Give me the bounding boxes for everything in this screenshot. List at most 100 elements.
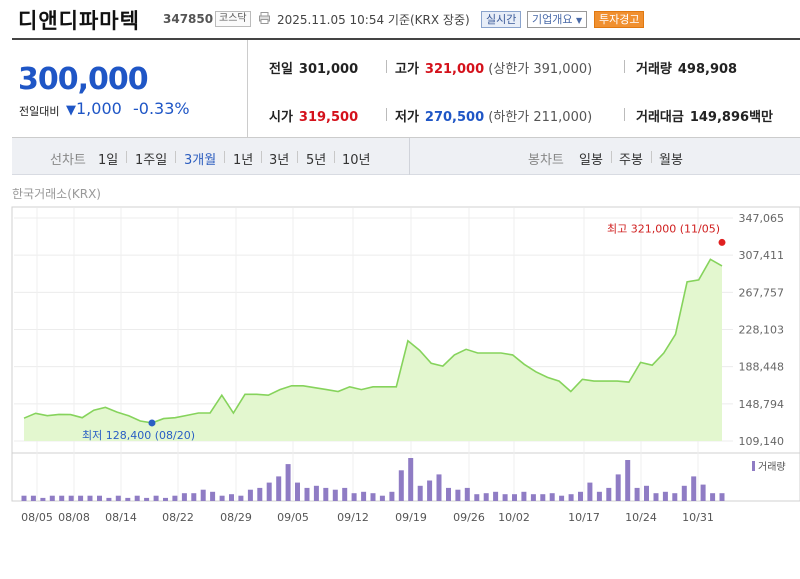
volume-bar: [417, 485, 423, 501]
volume-bar: [521, 491, 527, 501]
stat-prev-value: 301,000: [298, 62, 359, 77]
period-3m[interactable]: 3개월: [184, 153, 217, 168]
stat-volume-label: 거래량: [636, 62, 672, 77]
y-tick-label: 148,794: [739, 398, 785, 411]
stock-header: 디앤디파마텍 347850 코스닥 2025.11.05 10:54 기준(KR…: [0, 0, 800, 38]
period-3y[interactable]: 3년: [269, 153, 290, 168]
volume-bar: [181, 493, 187, 501]
stat-low: 저가 270,500 (하한가 211,000): [395, 106, 592, 125]
volume-bar: [427, 480, 433, 501]
exchange-label: 한국거래소(KRX): [12, 187, 101, 201]
stat-amount-unit: 백만: [749, 110, 773, 125]
volume-bar: [323, 487, 329, 501]
volume-bar: [219, 495, 225, 501]
volume-bar: [276, 476, 282, 501]
volume-bar: [351, 493, 357, 501]
realtime-button[interactable]: 실시간: [481, 11, 522, 28]
volume-bar: [464, 487, 470, 501]
volume-bar: [710, 493, 716, 501]
volume-bar: [587, 482, 593, 501]
divider: [261, 151, 262, 163]
x-tick-label: 09/26: [453, 511, 485, 524]
stat-high-value: 321,000: [424, 62, 485, 77]
volume-bar: [134, 495, 140, 501]
chevron-down-icon: ▼: [575, 16, 583, 25]
stat-volume: 거래량 498,908: [636, 58, 737, 77]
volume-bar: [163, 497, 168, 501]
volume-bar: [502, 494, 508, 501]
investment-warning-badge[interactable]: 투자경고: [594, 11, 645, 28]
volume-bar: [455, 489, 461, 501]
volume-bar: [436, 474, 442, 501]
stat-open: 시가 319,500: [269, 106, 358, 125]
period-5y[interactable]: 5년: [306, 153, 327, 168]
period-1d[interactable]: 1일: [98, 153, 119, 168]
period-1y[interactable]: 1년: [233, 153, 254, 168]
x-tick-label: 08/05: [21, 511, 53, 524]
volume-bar: [512, 494, 517, 501]
timestamp: 2025.11.05 10:54 기준(KRX 장중): [277, 13, 470, 27]
y-tick-label: 109,140: [739, 435, 785, 448]
volume-bar: [125, 497, 131, 501]
print-icon[interactable]: [259, 12, 270, 24]
candle-daily[interactable]: 일봉: [579, 153, 603, 168]
period-1w[interactable]: 1주일: [135, 153, 168, 168]
divider: [126, 151, 127, 163]
volume-bar: [172, 495, 178, 501]
volume-bar: [644, 485, 649, 501]
volume-bar: [332, 489, 338, 501]
price-change: ▼1,000: [66, 99, 122, 118]
volume-bar: [615, 474, 621, 501]
stat-prev-label: 전일: [269, 62, 293, 77]
volume-bar: [21, 495, 27, 501]
y-tick-label: 228,103: [739, 324, 785, 337]
y-tick-label: 307,411: [739, 249, 785, 262]
stats-panel: 전일 301,000 고가 321,000 (상한가 391,000) 거래량 498…: [248, 40, 800, 138]
volume-bar: [313, 485, 319, 501]
volume-bar: [719, 493, 725, 501]
stat-amount-value: 149,896: [689, 110, 750, 125]
divider: [386, 108, 387, 121]
compare-label: 전일대비: [19, 105, 60, 118]
x-tick-label: 08/14: [105, 511, 137, 524]
toolbar-divider: [409, 138, 410, 175]
volume-bar: [238, 495, 244, 501]
stat-low-value: 270,500: [424, 110, 485, 125]
volume-bar: [257, 487, 263, 501]
volume-bar: [474, 494, 480, 501]
candle-monthly[interactable]: 월봉: [659, 153, 683, 168]
y-tick-label: 347,065: [739, 212, 785, 225]
divider: [386, 60, 387, 73]
period-10y[interactable]: 10년: [342, 153, 371, 168]
volume-bar: [446, 487, 451, 501]
volume-bar: [68, 495, 74, 501]
divider: [334, 151, 335, 163]
volume-bar: [408, 458, 414, 501]
candle-chart-label: 봉차트: [528, 153, 564, 168]
company-overview-label: 기업개요: [532, 13, 573, 26]
volume-bar: [78, 495, 84, 501]
volume-bar: [662, 491, 668, 501]
volume-bar: [247, 489, 253, 501]
divider: [297, 151, 298, 163]
low-annotation: 최저 128,400 (08/20): [82, 429, 195, 442]
volume-bar: [106, 497, 112, 501]
volume-bar: [200, 489, 206, 501]
price-area: [24, 259, 722, 441]
company-overview-button[interactable]: 기업개요 ▼: [527, 11, 588, 28]
company-name: 디앤디파마텍: [18, 9, 140, 33]
chart-frame: [11, 206, 800, 502]
volume-bar: [530, 494, 536, 501]
chart-toolbar: 선차트 1일 1주일 3개월 1년 3년 5년 10년 봉차트 일봉 주봉 월봉: [12, 138, 800, 175]
volume-bar: [266, 482, 272, 501]
volume-bar: [49, 495, 55, 501]
volume-bar: [681, 485, 687, 501]
x-tick-label: 10/24: [625, 511, 657, 524]
volume-bar: [342, 487, 348, 501]
volume-bar: [568, 494, 574, 501]
volume-bar: [210, 491, 216, 501]
x-tick-label: 09/12: [337, 511, 369, 524]
candle-weekly[interactable]: 주봉: [619, 153, 643, 168]
price-box: 300,000 전일대비 ▼1,000 -0.33%: [12, 40, 248, 138]
volume-bar: [285, 464, 291, 501]
